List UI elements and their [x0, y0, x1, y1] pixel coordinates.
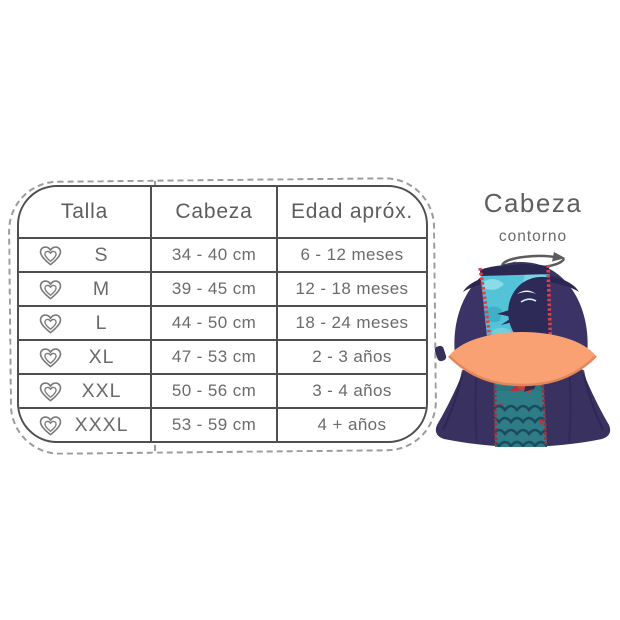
size-chart: Talla Cabeza Edad apróx. S 34 - 40 cm 6 … — [7, 176, 438, 456]
head-range-cell: 44 - 50 cm — [150, 305, 276, 339]
size-label: L — [95, 311, 108, 334]
heart-outline-icon — [38, 312, 63, 335]
size-label: XXL — [81, 379, 122, 402]
size-label: S — [94, 243, 109, 266]
head-range-cell: 34 - 40 cm — [150, 237, 276, 271]
heart-outline-icon — [38, 414, 63, 437]
diagram-title: Cabeza — [483, 188, 583, 218]
heart-outline-icon — [38, 346, 63, 369]
column-header-edad: Edad apróx. — [276, 187, 426, 237]
heart-outline-icon — [38, 244, 63, 267]
age-range-cell: 6 - 12 meses — [276, 237, 426, 271]
heart-outline-icon — [38, 380, 63, 403]
column-header-talla: Talla — [60, 200, 109, 223]
legionnaire-sun-hat-icon — [433, 258, 615, 450]
table-row-size-cell: S — [19, 237, 150, 271]
age-range-cell: 3 - 4 años — [276, 373, 426, 407]
size-label: XXXL — [74, 413, 129, 436]
table-row-size-cell: XXXL — [19, 407, 150, 441]
head-range-cell: 47 - 53 cm — [150, 339, 276, 373]
heart-outline-icon — [38, 278, 63, 301]
head-range-cell: 39 - 45 cm — [150, 271, 276, 305]
head-range-cell: 53 - 59 cm — [150, 407, 276, 441]
table-row-size-cell: L — [19, 305, 150, 339]
column-header-cabeza: Cabeza — [150, 187, 276, 237]
size-label: XL — [88, 345, 115, 368]
age-range-cell: 18 - 24 meses — [276, 305, 426, 339]
head-range-cell: 50 - 56 cm — [150, 373, 276, 407]
table-row-size-cell: XL — [19, 339, 150, 373]
age-range-cell: 4 + años — [276, 407, 426, 441]
size-label: M — [92, 277, 111, 300]
table-row-size-cell: XXL — [19, 373, 150, 407]
age-range-cell: 2 - 3 años — [276, 339, 426, 373]
table-row-size-cell: M — [19, 271, 150, 305]
measure-diagram: Cabeza contorno — [441, 188, 620, 274]
size-chart-table: Talla Cabeza Edad apróx. S 34 - 40 cm 6 … — [17, 185, 428, 443]
diagram-subtitle: contorno — [498, 228, 568, 245]
age-range-cell: 12 - 18 meses — [276, 271, 426, 305]
